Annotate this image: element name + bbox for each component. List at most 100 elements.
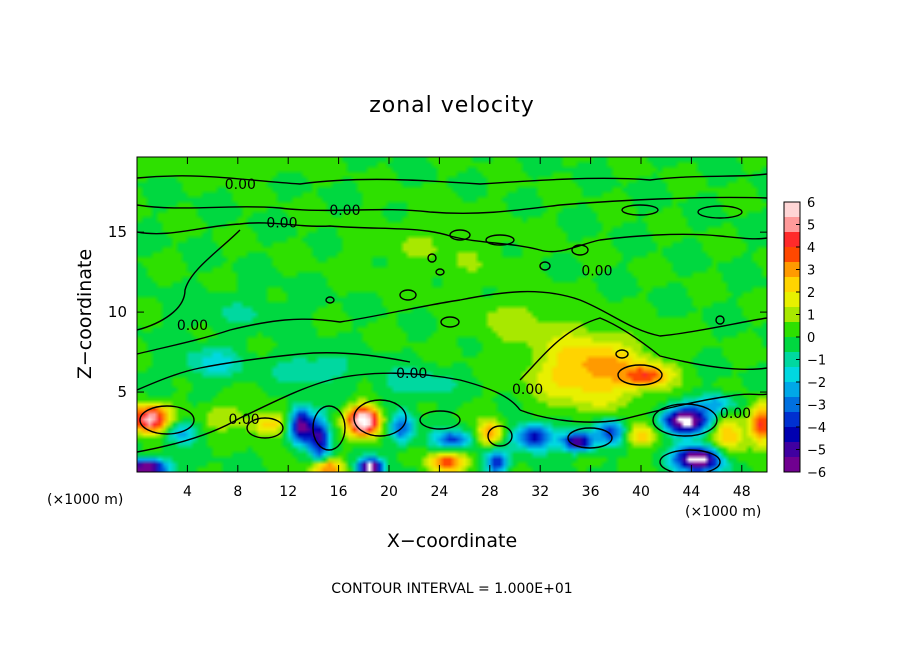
contour-line: [487, 425, 513, 447]
contour-line: [697, 205, 743, 219]
x-tick-label: 32: [531, 484, 549, 500]
contour-label-text: 0.00: [229, 412, 260, 428]
contour-label-text: 0.00: [720, 406, 751, 422]
contour-label: 0.00: [229, 412, 260, 428]
contour-line: [312, 405, 346, 451]
contour-line: [137, 352, 411, 391]
colorbar-tick-label: −1: [807, 354, 826, 369]
contour-label-text: 0.00: [396, 366, 427, 382]
contour-interval-note: CONTOUR INTERVAL = 1.000E+01: [331, 581, 572, 597]
contour-label-text: 0.00: [266, 216, 297, 232]
contour-label: 0.00: [512, 382, 543, 398]
colorbar-swatch: [784, 457, 800, 473]
contour-line: [353, 399, 407, 437]
contour-label-text: 0.00: [225, 177, 256, 193]
contour-label: 0.00: [177, 318, 208, 334]
contour-label: 0.00: [396, 366, 427, 382]
x-tick-label: 16: [330, 484, 348, 500]
contour-line: [567, 427, 613, 449]
contour-line: [137, 173, 767, 185]
plot-frame: [136, 156, 768, 473]
colorbar-swatch: [784, 397, 800, 413]
contour-line: [652, 403, 718, 437]
y-tick-label: 5: [117, 383, 127, 401]
colorbar-swatch: [784, 367, 800, 383]
contour-line: [621, 204, 659, 216]
contour-line: [137, 196, 767, 214]
x-tick-label: 44: [682, 484, 700, 500]
chart-title: zonal velocity: [369, 93, 535, 118]
contour-line: [485, 234, 515, 246]
contour-line: [615, 349, 629, 359]
colorbar-tick-label: −3: [807, 399, 826, 414]
contour-line: [519, 393, 767, 423]
colorbar-swatch: [784, 262, 800, 278]
colorbar-tick-label: 0: [807, 331, 815, 346]
colorbar-tick-label: −2: [807, 376, 826, 391]
contour-label-text: 0.00: [177, 318, 208, 334]
contour-label: 0.00: [329, 203, 360, 219]
contour-line: [519, 317, 767, 381]
contour-line: [246, 417, 284, 439]
contour-line: [617, 364, 663, 386]
y-tick-label: 10: [108, 303, 127, 321]
x-tick-label: 20: [380, 484, 398, 500]
colorbar-swatch: [784, 322, 800, 338]
contour-line: [435, 268, 445, 276]
colorbar-swatch: [784, 427, 800, 443]
x-tick-label: 4: [183, 484, 192, 500]
contour-label: 0.00: [225, 177, 256, 193]
contour-line: [539, 261, 551, 271]
x-tick-label: 8: [233, 484, 242, 500]
x-unit-right: (×1000 m): [685, 504, 761, 520]
x-unit-left: (×1000 m): [47, 492, 123, 508]
colorbar-swatch: [784, 382, 800, 398]
contour-line: [427, 253, 437, 263]
contour-lines: [137, 173, 767, 472]
contour-line: [440, 316, 460, 328]
colorbar-tick-label: −4: [807, 421, 826, 436]
x-axis-label: X−coordinate: [387, 530, 517, 552]
colorbar-swatch: [784, 307, 800, 323]
contour-line: [139, 405, 195, 435]
colorbar-tick-label: 6: [807, 196, 815, 211]
y-axis-label: Z−coordinate: [74, 249, 96, 379]
heatmap-field: 0.00 0.00 0.00 0.00 0.00 0.00 0.00 0.00 0.00: [137, 157, 767, 472]
colorbar-tick-label: 5: [807, 219, 815, 234]
contour-line: [659, 449, 721, 472]
contour-label-text: 0.00: [329, 203, 360, 219]
contour-line: [137, 290, 767, 355]
colorbar-swatch: [784, 247, 800, 263]
colorbar-swatch: [784, 232, 800, 248]
contour-line: [325, 296, 335, 304]
contour-line: [449, 229, 471, 241]
x-tick-label: 40: [632, 484, 650, 500]
colorbar: 6 5 4 3 2 1 0 −1 −2 −3 −4 −5 −6: [783, 196, 826, 481]
colorbar-swatch: [784, 277, 800, 293]
contour-label-text: 0.00: [512, 382, 543, 398]
colorbar-tick-label: 1: [807, 309, 815, 324]
x-tick-label: 12: [279, 484, 297, 500]
colorbar-swatch: [784, 217, 800, 233]
y-axis: 5 10 15: [108, 223, 767, 401]
contour-line: [137, 372, 521, 453]
colorbar-swatch: [784, 337, 800, 353]
x-tick-label: 36: [582, 484, 600, 500]
colorbar-tick-label: 2: [807, 286, 815, 301]
x-axis: 4 8 12 16 20 24 28 32 36 40 44 48: [183, 157, 751, 500]
heatmap-canvas: [137, 157, 767, 472]
contour-line: [137, 222, 767, 253]
colorbar-swatch: [784, 292, 800, 308]
contour-label: 0.00: [266, 216, 297, 232]
contour-line: [715, 315, 725, 325]
contour-line: [571, 244, 589, 256]
contour-label: 0.00: [581, 264, 612, 280]
colorbar-tick-label: 3: [807, 264, 815, 279]
contour-label-text: 0.00: [581, 264, 612, 280]
contour-label: 0.00: [720, 406, 751, 422]
colorbar-tick-label: −5: [807, 444, 826, 459]
x-tick-label: 28: [481, 484, 499, 500]
contour-line: [399, 289, 417, 301]
x-tick-label: 24: [430, 484, 448, 500]
